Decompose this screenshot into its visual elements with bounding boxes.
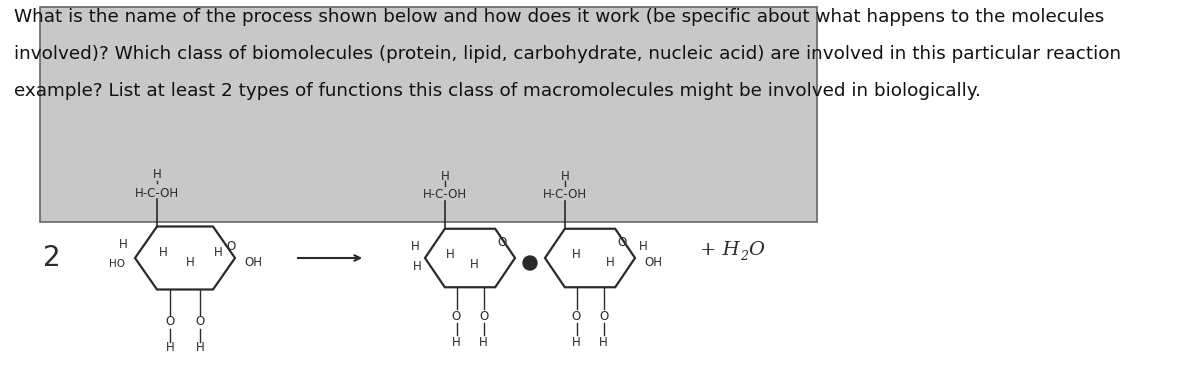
Text: H: H: [186, 257, 194, 270]
Text: H: H: [470, 257, 479, 270]
Text: 2: 2: [43, 244, 61, 272]
Text: H-C-OH: H-C-OH: [134, 187, 179, 200]
Text: O: O: [572, 310, 581, 323]
Text: H: H: [560, 170, 569, 183]
Text: H-C-OH: H-C-OH: [422, 188, 467, 201]
Text: O: O: [452, 310, 461, 323]
Circle shape: [523, 256, 538, 270]
Text: H: H: [158, 247, 167, 260]
Text: H: H: [572, 248, 581, 260]
Text: H: H: [413, 260, 421, 273]
Text: OH: OH: [244, 257, 262, 270]
Text: H: H: [606, 256, 614, 269]
Text: H: H: [119, 238, 127, 251]
Text: O: O: [617, 236, 626, 250]
Text: example? List at least 2 types of functions this class of macromolecules might b: example? List at least 2 types of functi…: [14, 82, 980, 100]
Text: H: H: [446, 248, 455, 260]
Text: 2: 2: [740, 251, 748, 263]
Text: O: O: [196, 315, 205, 328]
Text: H: H: [214, 247, 222, 260]
Text: H: H: [410, 239, 419, 253]
Text: H: H: [599, 336, 608, 349]
Text: H-C-OH: H-C-OH: [542, 188, 587, 201]
Text: H: H: [452, 336, 461, 349]
Text: H: H: [638, 239, 647, 253]
Text: O: O: [227, 239, 235, 253]
Text: H: H: [196, 341, 204, 354]
Text: H: H: [572, 336, 581, 349]
Text: H: H: [479, 336, 488, 349]
Text: O: O: [748, 241, 764, 259]
Text: O: O: [479, 310, 488, 323]
Text: involved)? Which class of biomolecules (protein, lipid, carbohydrate, nucleic ac: involved)? Which class of biomolecules (…: [14, 45, 1121, 63]
Bar: [40, 7, 817, 222]
Text: O: O: [599, 310, 608, 323]
Text: H: H: [152, 168, 161, 181]
Text: O: O: [166, 315, 175, 328]
Text: + H: + H: [700, 241, 739, 259]
Text: H: H: [440, 170, 449, 183]
Text: What is the name of the process shown below and how does it work (be specific ab: What is the name of the process shown be…: [14, 8, 1104, 26]
Text: HO: HO: [109, 259, 125, 269]
Text: O: O: [497, 236, 506, 250]
Text: H: H: [166, 341, 174, 354]
Text: OH: OH: [644, 257, 662, 270]
